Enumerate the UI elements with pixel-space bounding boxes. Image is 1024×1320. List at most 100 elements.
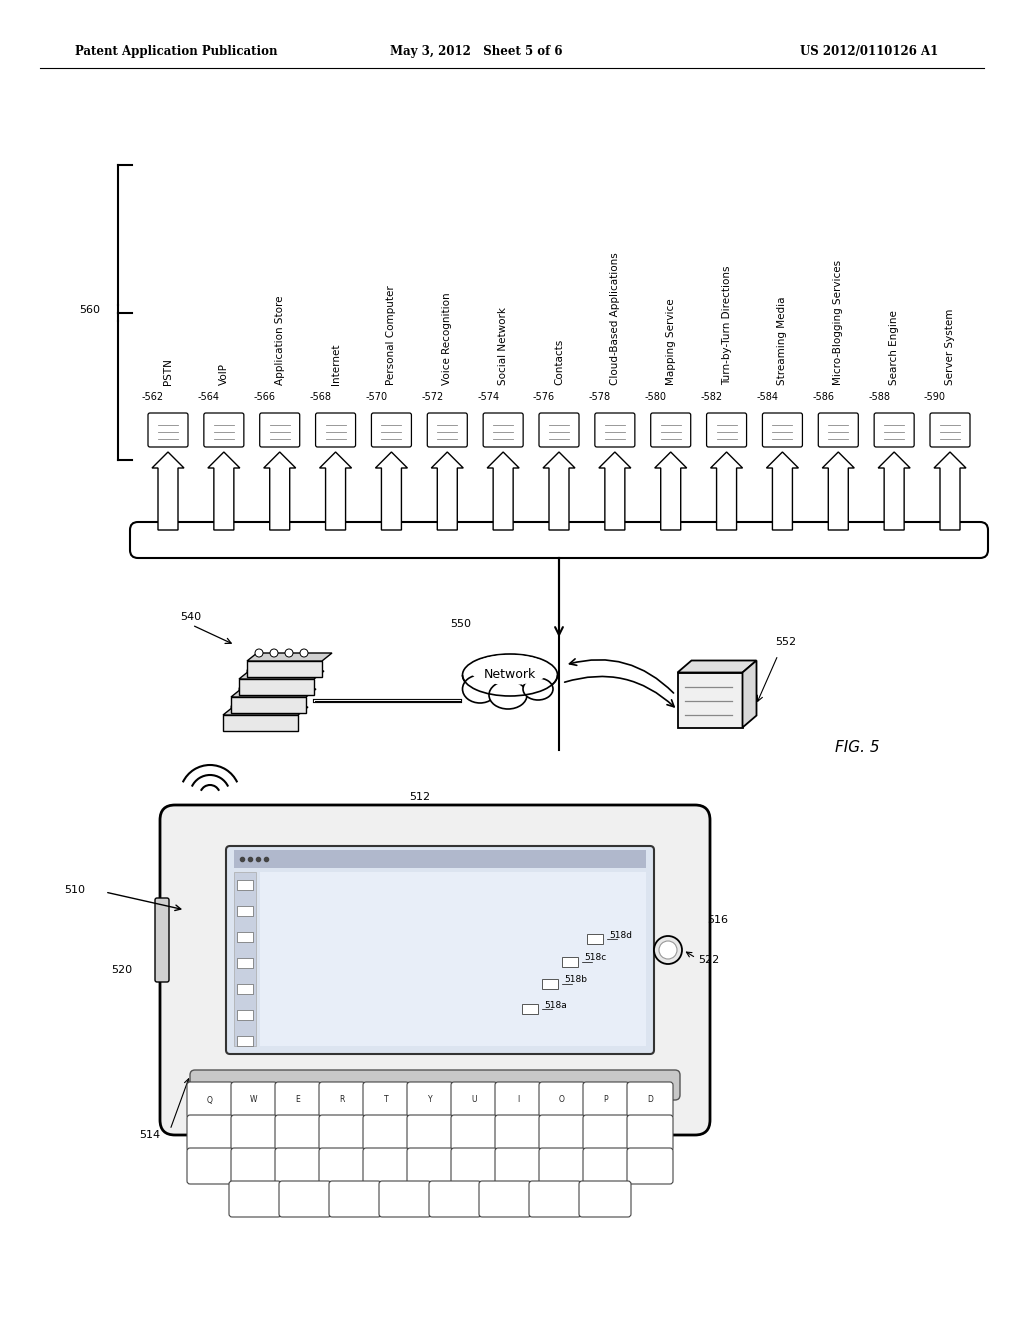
FancyBboxPatch shape [187,1115,233,1151]
Ellipse shape [463,653,557,696]
Polygon shape [487,451,519,531]
FancyBboxPatch shape [707,413,746,447]
FancyBboxPatch shape [204,413,244,447]
FancyBboxPatch shape [874,413,914,447]
Bar [239,678,314,696]
Text: Turn-by-Turn Directions: Turn-by-Turn Directions [722,265,731,385]
Bar [237,906,253,916]
FancyBboxPatch shape [407,1082,453,1118]
FancyBboxPatch shape [229,1181,281,1217]
Text: Social Network: Social Network [498,308,508,385]
FancyBboxPatch shape [407,1115,453,1151]
FancyBboxPatch shape [495,1148,541,1184]
Circle shape [246,704,254,711]
Circle shape [261,704,269,711]
Text: -588: -588 [868,392,890,403]
FancyBboxPatch shape [539,1148,585,1184]
Text: 518c: 518c [584,953,606,962]
Text: -562: -562 [142,392,164,403]
Circle shape [231,704,239,711]
Polygon shape [879,451,910,531]
Circle shape [254,685,262,693]
FancyBboxPatch shape [429,1181,481,1217]
FancyBboxPatch shape [372,413,412,447]
FancyBboxPatch shape [930,413,970,447]
Bar [587,935,603,944]
Polygon shape [376,451,408,531]
Text: 540: 540 [180,612,201,622]
Text: W: W [250,1096,258,1105]
Bar [562,957,578,968]
Text: -590: -590 [924,392,946,403]
FancyBboxPatch shape [627,1148,673,1184]
FancyBboxPatch shape [226,846,654,1053]
Text: 518b: 518b [564,975,587,985]
Text: -584: -584 [757,392,778,403]
Text: -580: -580 [645,392,667,403]
Text: E: E [296,1096,300,1105]
Text: I: I [517,1096,519,1105]
Ellipse shape [489,681,527,709]
FancyBboxPatch shape [231,1148,278,1184]
FancyBboxPatch shape [763,413,803,447]
Circle shape [300,649,308,657]
FancyBboxPatch shape [275,1115,321,1151]
FancyBboxPatch shape [362,1082,409,1118]
FancyBboxPatch shape [583,1115,629,1151]
Bar [237,1010,253,1020]
Polygon shape [247,653,332,661]
FancyBboxPatch shape [319,1148,365,1184]
Circle shape [284,685,292,693]
Text: Q: Q [207,1096,213,1105]
FancyBboxPatch shape [362,1115,409,1151]
FancyBboxPatch shape [187,1148,233,1184]
Text: Contacts: Contacts [554,339,564,385]
FancyBboxPatch shape [529,1181,581,1217]
Circle shape [278,667,285,675]
FancyBboxPatch shape [187,1082,233,1118]
Ellipse shape [523,678,553,700]
Text: Search Engine: Search Engine [889,310,899,385]
Circle shape [270,649,278,657]
FancyBboxPatch shape [627,1082,673,1118]
Text: -582: -582 [700,392,723,403]
FancyBboxPatch shape [231,1115,278,1151]
Polygon shape [431,451,463,531]
FancyBboxPatch shape [275,1148,321,1184]
FancyBboxPatch shape [451,1115,497,1151]
Polygon shape [822,451,854,531]
Polygon shape [711,451,742,531]
Text: D: D [647,1096,653,1105]
Bar [223,715,298,731]
Text: -576: -576 [532,392,555,403]
FancyBboxPatch shape [539,413,579,447]
FancyBboxPatch shape [130,521,988,558]
Text: -574: -574 [477,392,499,403]
Text: 518d: 518d [609,931,632,940]
FancyBboxPatch shape [595,413,635,447]
Polygon shape [319,451,351,531]
Text: FIG. 5: FIG. 5 [835,741,880,755]
Text: 552: 552 [775,638,796,647]
FancyBboxPatch shape [818,413,858,447]
Text: Streaming Media: Streaming Media [777,297,787,385]
Text: 522: 522 [698,954,719,965]
FancyBboxPatch shape [539,1115,585,1151]
Text: 512: 512 [410,792,430,803]
Text: P: P [604,1096,608,1105]
Circle shape [247,667,255,675]
Bar [237,958,253,968]
Polygon shape [152,451,184,531]
Bar [231,697,306,713]
Text: 518a: 518a [544,1001,566,1010]
Text: -564: -564 [198,392,220,403]
Text: O: O [559,1096,565,1105]
Text: Patent Application Publication: Patent Application Publication [75,45,278,58]
FancyBboxPatch shape [583,1148,629,1184]
Circle shape [239,685,247,693]
FancyBboxPatch shape [279,1181,331,1217]
Polygon shape [231,689,316,697]
FancyBboxPatch shape [315,413,355,447]
Bar [237,983,253,994]
Circle shape [292,667,300,675]
